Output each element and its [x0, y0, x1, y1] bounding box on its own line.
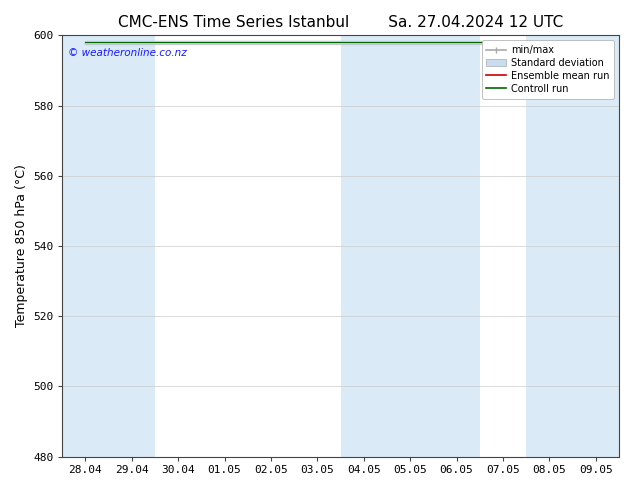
- Title: CMC-ENS Time Series Istanbul        Sa. 27.04.2024 12 UTC: CMC-ENS Time Series Istanbul Sa. 27.04.2…: [118, 15, 563, 30]
- Y-axis label: Temperature 850 hPa (°C): Temperature 850 hPa (°C): [15, 165, 28, 327]
- Bar: [62, 35, 155, 457]
- Bar: [526, 35, 619, 457]
- Legend: min/max, Standard deviation, Ensemble mean run, Controll run: min/max, Standard deviation, Ensemble me…: [482, 40, 614, 98]
- Bar: [340, 35, 480, 457]
- Text: © weatheronline.co.nz: © weatheronline.co.nz: [68, 48, 186, 58]
